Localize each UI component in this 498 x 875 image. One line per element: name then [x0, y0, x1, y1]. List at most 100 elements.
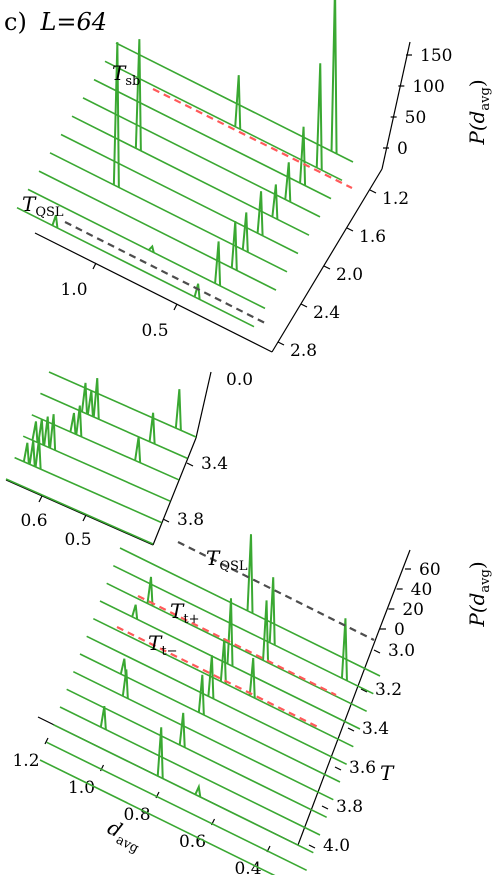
- trace-baseline-11: [46, 741, 308, 872]
- top-tsb-label-sub: sb: [125, 74, 140, 89]
- bot-tt-minus-label-sub: t−: [161, 644, 177, 659]
- trace-baseline-5: [60, 133, 299, 255]
- trace-peak-7-0: [230, 221, 238, 271]
- trace-peak-3-0: [49, 414, 57, 451]
- mid-d-tick-mark-0: [38, 495, 43, 503]
- trace-baseline-2: [106, 582, 368, 713]
- trace-baseline-0: [115, 42, 354, 163]
- panel-middle: 0.6 0.5 3.4 3.8 0.0: [5, 370, 253, 550]
- trace-peak-1-0: [148, 412, 156, 445]
- bot-t-tick-mark-1: [360, 688, 368, 693]
- bot-t-tick-label-2: 3.4: [362, 719, 389, 739]
- bot-tqsl-line: [177, 541, 375, 641]
- bot-tt-plus-label-T: T: [170, 599, 185, 623]
- bot-d-tick-label-4: 0.4: [234, 859, 261, 875]
- top-t-tick-mark-3: [300, 303, 308, 308]
- trace-peak-8-0: [214, 241, 222, 286]
- top-t-tick-mark-2: [323, 265, 331, 270]
- trace-baseline-12: [39, 759, 276, 875]
- trace-baseline-3: [22, 435, 171, 502]
- top-t-tick-label-3: 2.4: [313, 303, 340, 323]
- mid-traces: [5, 371, 197, 545]
- top-d-ticks: 1.0 0.5: [60, 262, 178, 341]
- trace-peak-6-1: [112, 42, 120, 188]
- trace-peak-10-1: [194, 783, 202, 798]
- top-t-tick-mark-1: [346, 227, 354, 232]
- trace-peak-1-1: [340, 618, 348, 681]
- trace-peak-3-1: [43, 416, 51, 448]
- trace-baseline-2: [31, 414, 180, 481]
- top-d-axis: [34, 232, 273, 353]
- bot-z-label-P: P(d: [465, 593, 489, 628]
- bot-tt-minus-line: [116, 626, 321, 729]
- bot-t-tick-label-1: 3.2: [375, 680, 402, 700]
- trace-baseline-3: [99, 600, 361, 730]
- bot-t-tick-label-3: 3.6: [349, 758, 376, 778]
- trace-baseline-6: [79, 653, 341, 783]
- bot-tt-plus-label: Tt+: [170, 599, 199, 627]
- mid-d-tick-mark-1: [82, 514, 87, 522]
- trace-baseline-0: [119, 547, 381, 677]
- mid-d-tick-label-0: 0.6: [20, 511, 47, 531]
- panel-top: 1.0 0.5 1.2 1.6 2.0 2.4 2.8 0 50 100 150 P(davg)…: [16, 0, 493, 361]
- trace-baseline-7: [38, 170, 277, 291]
- bot-t-tick-label-0: 3.0: [388, 641, 415, 661]
- bot-z-tick-label-1: 20: [402, 600, 424, 620]
- top-tsb-line: [152, 88, 353, 189]
- bot-z-axis-label: P(davg): [465, 561, 493, 627]
- trace-peak-6-1: [197, 674, 205, 716]
- trace-baseline-4: [92, 617, 354, 748]
- trace-baseline-4: [71, 115, 310, 236]
- top-z-tick-label-2: 100: [412, 77, 444, 97]
- trace-peak-2-1: [75, 405, 83, 437]
- bot-z-tick-label-3: 60: [419, 560, 441, 580]
- trace-peak-1-2: [86, 390, 94, 417]
- trace-peak-2-0: [262, 600, 270, 663]
- bot-d-tick-label-0: 1.2: [12, 751, 39, 771]
- bot-z-tick-label-0: 0: [394, 620, 405, 640]
- trace-peak-5-0: [256, 191, 264, 236]
- mid-t-tick-mark-0: [186, 462, 194, 467]
- bot-z-axis: [377, 549, 411, 634]
- trace-peak-9-1: [51, 214, 59, 229]
- trace-peak-4-1: [28, 440, 36, 467]
- top-tqsl-line: [64, 221, 266, 324]
- trace-baseline-8: [27, 188, 266, 310]
- trace-baseline-4: [14, 456, 162, 524]
- bot-t-tick-label-4: 3.8: [336, 797, 363, 817]
- top-z-tick-label-1: 50: [405, 108, 427, 128]
- bot-traces: [39, 534, 381, 875]
- top-t-tick-label-1: 1.6: [359, 227, 386, 247]
- figure-title-prefix: c): [4, 8, 27, 36]
- panel-bottom: 1.21.00.80.60.4 3.03.23.43.63.84.0 02040…: [12, 534, 493, 875]
- bot-t-tick-mark-3: [334, 766, 342, 771]
- trace-peak-3-0: [284, 162, 292, 203]
- trace-baseline-10: [52, 723, 314, 854]
- bot-tqsl-label-sub: QSL: [219, 559, 248, 574]
- top-tsb-label-T: T: [112, 61, 127, 85]
- top-tqsl-label-sub: QSL: [35, 205, 64, 220]
- bot-tt-plus-label-sub: t+: [183, 612, 199, 627]
- trace-peak-9-0: [193, 283, 201, 300]
- top-z-label-sub: avg: [478, 87, 493, 110]
- top-d-tick-mark-0: [92, 262, 97, 270]
- mid-t-tick-mark-1: [162, 518, 170, 523]
- trace-peak-3-2: [37, 418, 45, 446]
- top-d-tick-label-0: 1.0: [60, 280, 87, 300]
- trace-baseline-1: [112, 564, 374, 695]
- trace-peak-8-0: [178, 712, 186, 748]
- trace-peak-2-1: [146, 576, 154, 606]
- top-t-tick-mark-0: [369, 189, 377, 194]
- trace-peak-1-1: [234, 75, 242, 130]
- bot-t-tick-mark-2: [347, 727, 355, 732]
- top-traces: [16, 0, 354, 328]
- trace-peak-1-0: [268, 577, 276, 646]
- mid-z-axis: [195, 371, 212, 439]
- bot-t-ticks: 3.0 3.2 3.4 3.6 3.8 4.0: [308, 641, 415, 856]
- trace-baseline-9: [59, 706, 321, 836]
- mid-t-tick-label-1: 3.8: [177, 510, 204, 530]
- trace-baseline-3: [82, 97, 321, 218]
- trace-peak-0-0: [330, 0, 338, 154]
